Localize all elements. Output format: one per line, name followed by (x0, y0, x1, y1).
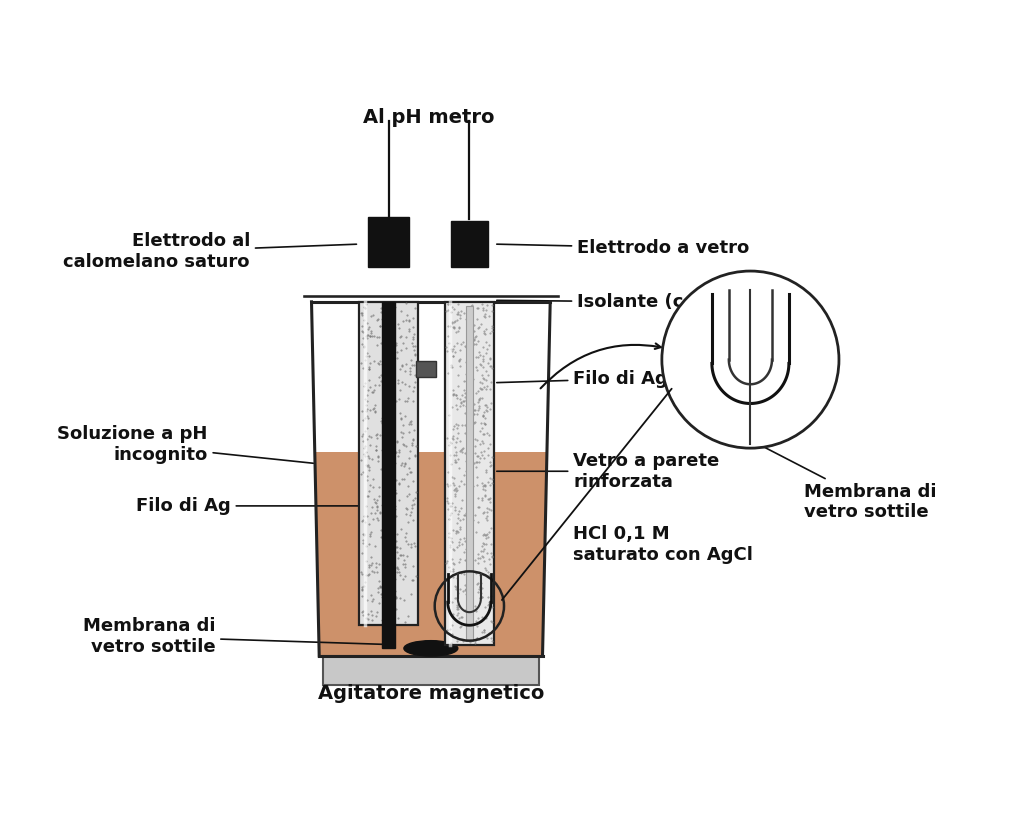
Text: Vetro a parete
rinforzata: Vetro a parete rinforzata (497, 452, 720, 491)
Text: Filo di Ag: Filo di Ag (136, 497, 379, 515)
FancyBboxPatch shape (359, 302, 418, 625)
FancyBboxPatch shape (451, 221, 487, 267)
Text: Elettrodo a vetro: Elettrodo a vetro (497, 239, 750, 257)
Text: Agitatore magnetico: Agitatore magnetico (317, 684, 544, 703)
Text: Al pH metro: Al pH metro (362, 108, 495, 126)
Polygon shape (314, 452, 547, 656)
Text: Membrana di
vetro sottile: Membrana di vetro sottile (757, 443, 937, 522)
Text: HCl 0,1 M
saturato con AgCl: HCl 0,1 M saturato con AgCl (573, 525, 754, 564)
Text: Filo di Ag: Filo di Ag (497, 370, 668, 388)
Circle shape (662, 271, 839, 448)
FancyBboxPatch shape (416, 361, 436, 377)
FancyBboxPatch shape (323, 656, 539, 685)
Text: Soluzione a pH
incognito: Soluzione a pH incognito (57, 425, 313, 464)
FancyBboxPatch shape (444, 302, 494, 645)
Ellipse shape (403, 641, 458, 656)
FancyBboxPatch shape (466, 306, 473, 641)
Text: Membrana di
vetro sottile: Membrana di vetro sottile (83, 618, 386, 656)
Text: Elettrodo al
calomelano saturo: Elettrodo al calomelano saturo (63, 232, 356, 271)
FancyBboxPatch shape (382, 302, 395, 649)
FancyBboxPatch shape (368, 217, 409, 267)
Text: Isolante (cera): Isolante (cera) (497, 293, 725, 311)
